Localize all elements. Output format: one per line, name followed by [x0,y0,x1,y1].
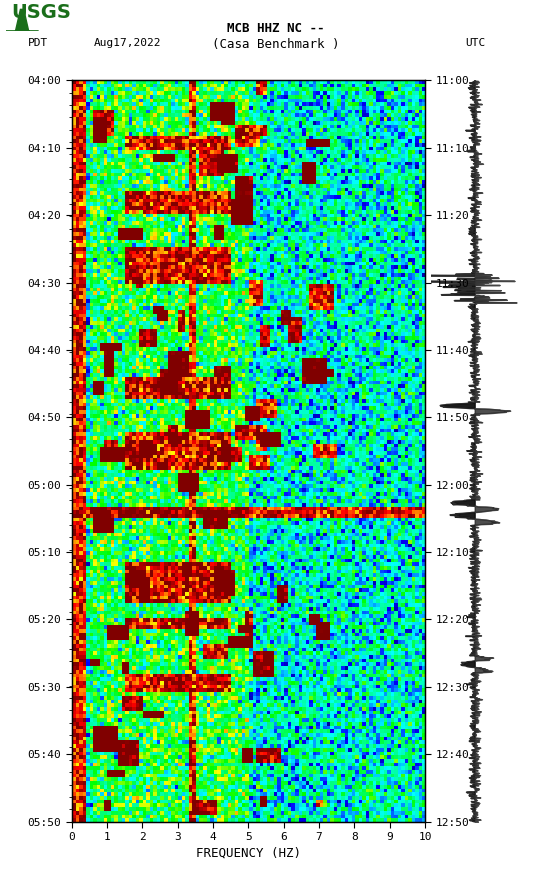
Text: USGS: USGS [11,3,71,21]
X-axis label: FREQUENCY (HZ): FREQUENCY (HZ) [196,847,301,859]
Text: (Casa Benchmark ): (Casa Benchmark ) [213,38,339,51]
Polygon shape [6,9,39,31]
Text: UTC: UTC [465,38,486,47]
Text: PDT: PDT [28,38,48,47]
Text: Aug17,2022: Aug17,2022 [94,38,161,47]
Text: MCB HHZ NC --: MCB HHZ NC -- [227,22,325,36]
